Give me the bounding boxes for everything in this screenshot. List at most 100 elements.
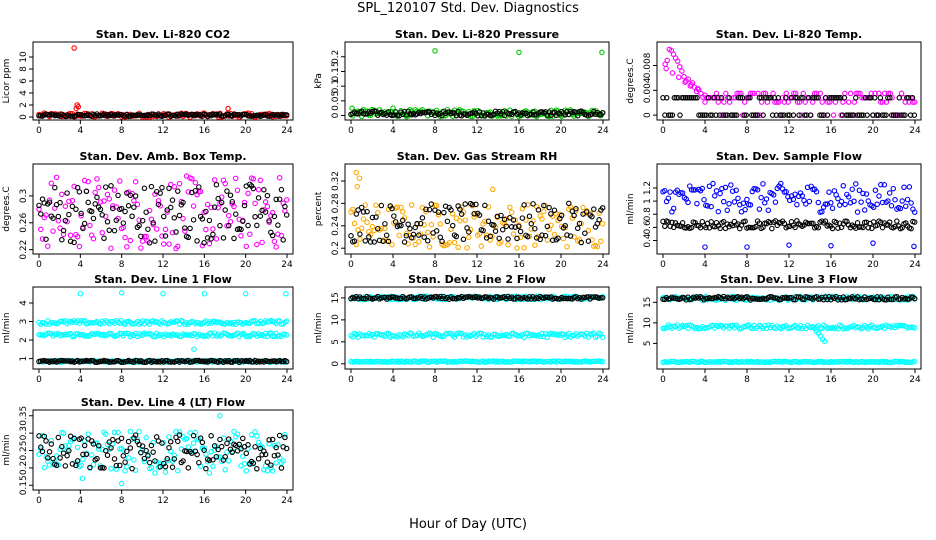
data-point: [201, 290, 208, 297]
data-point: [141, 458, 148, 465]
data-point: [266, 218, 272, 224]
data-point: [389, 205, 395, 212]
data-point: [886, 190, 893, 196]
data-point: [160, 213, 167, 220]
data-point: [784, 112, 791, 118]
data-point: [679, 95, 685, 101]
data-point: [526, 111, 533, 118]
data-point: [41, 200, 48, 206]
data-point: [104, 218, 111, 225]
data-point: [892, 358, 898, 365]
x-tick-label: 16: [513, 126, 525, 136]
panel-title: Stan. Dev. Li-820 CO2: [96, 28, 231, 41]
data-point: [706, 183, 713, 189]
data-point: [217, 436, 223, 443]
data-point: [357, 231, 363, 237]
data-point: [101, 198, 107, 204]
data-point: [735, 95, 742, 101]
data-point: [598, 238, 604, 245]
data-point: [864, 112, 870, 118]
data-point: [150, 221, 156, 228]
data-point: [152, 458, 158, 464]
data-point: [238, 233, 244, 239]
panel-title: Stan. Dev. Line 4 (LT) Flow: [81, 396, 245, 409]
series-3: [348, 330, 606, 341]
data-point: [878, 219, 884, 226]
data-point: [720, 218, 727, 225]
data-point: [662, 187, 668, 194]
data-point: [389, 241, 395, 248]
x-tick-label: 12: [783, 126, 794, 136]
data-point: [591, 358, 597, 365]
data-point: [218, 443, 225, 450]
data-point: [350, 206, 356, 213]
data-point: [685, 76, 691, 82]
data-point: [64, 190, 70, 196]
data-point: [800, 95, 806, 101]
data-point: [528, 220, 535, 227]
data-point: [817, 90, 824, 97]
data-point: [141, 455, 148, 462]
data-point: [839, 112, 846, 118]
data-point: [894, 112, 901, 118]
data-point: [215, 319, 221, 325]
data-point: [278, 186, 285, 193]
data-point: [183, 435, 190, 442]
data-point: [45, 243, 51, 249]
data-point: [95, 184, 102, 191]
data-point: [898, 90, 905, 97]
data-point: [767, 219, 773, 226]
data-point: [786, 242, 792, 248]
data-point: [801, 112, 808, 118]
data-point: [199, 439, 206, 446]
data-point: [176, 429, 183, 435]
data-point: [197, 188, 204, 195]
data-point: [215, 195, 221, 202]
data-point: [840, 99, 846, 105]
data-point: [278, 465, 285, 471]
data-point: [103, 447, 109, 454]
data-point: [250, 460, 257, 466]
y-tick-label: 0: [643, 112, 653, 118]
data-point: [280, 237, 286, 243]
data-point: [874, 201, 880, 207]
data-point: [76, 331, 83, 338]
data-point: [373, 202, 379, 208]
panel-4: Stan. Dev. Amb. Box Temp. 0 4 8 12 16 20 24 0.22…: [2, 150, 294, 270]
data-point: [911, 219, 918, 225]
data-point: [417, 358, 424, 364]
data-point: [364, 219, 370, 226]
data-point: [483, 232, 490, 238]
data-point: [585, 238, 592, 244]
data-point: [194, 238, 200, 244]
data-point: [57, 455, 63, 461]
x-tick-label: 20: [867, 126, 879, 136]
data-point: [276, 196, 283, 202]
data-point: [762, 95, 768, 101]
data-point: [690, 95, 696, 101]
x-tick-label: 4: [390, 126, 396, 136]
data-point: [548, 211, 554, 217]
data-point: [571, 212, 577, 219]
data-point: [166, 444, 172, 451]
data-point: [832, 95, 838, 101]
data-point: [806, 359, 813, 365]
data-point: [838, 198, 845, 205]
data-point: [751, 90, 757, 97]
data-point: [240, 435, 246, 442]
data-point: [194, 451, 200, 458]
x-tick-label: 4: [77, 375, 83, 385]
data-point: [375, 209, 381, 216]
data-point: [111, 429, 118, 436]
data-point: [162, 233, 169, 239]
data-point: [594, 243, 601, 250]
data-point: [828, 95, 834, 101]
data-point: [573, 206, 579, 212]
data-point: [113, 466, 120, 472]
data-point: [428, 221, 435, 228]
data-point: [804, 359, 811, 365]
data-point: [224, 188, 230, 194]
data-point: [599, 205, 606, 211]
data-point: [108, 445, 114, 451]
data-point: [180, 215, 186, 222]
